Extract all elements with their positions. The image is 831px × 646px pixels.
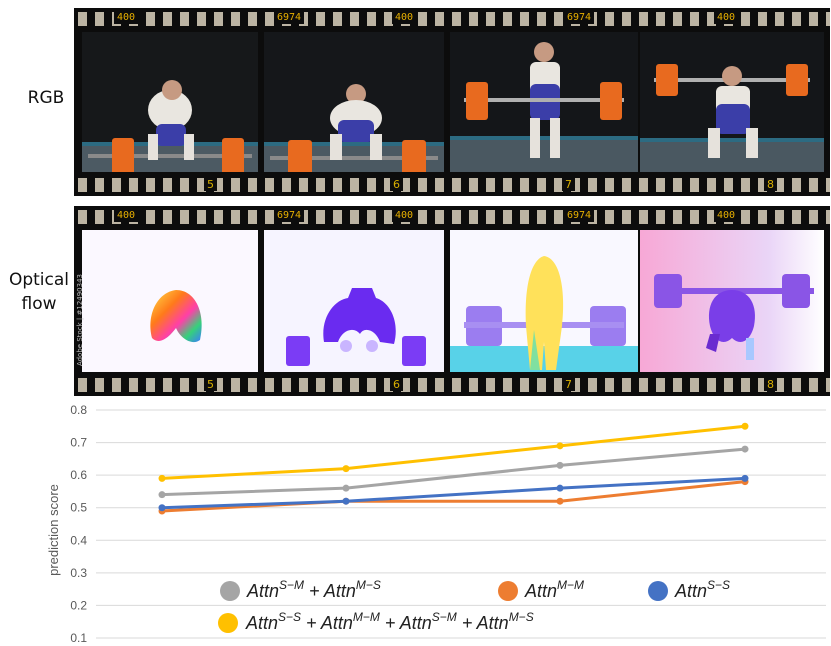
film-edge-number: 400	[714, 12, 739, 24]
series-0	[158, 445, 749, 499]
y-tick-label: 0.2	[70, 598, 87, 612]
film-edge-number: 400	[114, 12, 139, 24]
film-edge-number: 400	[392, 12, 417, 24]
y-tick-label: 0.4	[70, 533, 87, 547]
legend-marker	[648, 581, 668, 601]
data-point	[158, 504, 166, 512]
series-line	[161, 424, 746, 480]
film-perforation-bottom	[74, 378, 830, 392]
data-point	[158, 474, 166, 482]
weightlifter-image	[450, 32, 638, 172]
legend-label: AttnS−S + AttnM−M + AttnS−M + AttnM−S	[245, 610, 534, 633]
film-frame-number: 6	[390, 378, 403, 391]
legend-label: AttnS−M + AttnM−S	[246, 578, 381, 601]
legend-marker	[218, 613, 238, 633]
row-label-optical-line: Optical	[8, 270, 70, 290]
y-tick-label: 0.7	[70, 436, 87, 450]
data-point	[556, 497, 564, 505]
series-line	[161, 476, 746, 510]
film-frame-number: 7	[562, 378, 575, 391]
film-edge-number: 6974	[274, 12, 305, 24]
row-label-flow-line: flow	[21, 294, 57, 314]
flow-frame-1	[82, 230, 258, 372]
data-point	[158, 491, 166, 499]
rgb-film-strip: 400 6974 400 6974 400	[74, 8, 830, 196]
optical-flow-image	[450, 230, 638, 372]
chart-legend: AttnS−M + AttnM−S AttnM−M AttnS−S AttnS−…	[218, 578, 730, 633]
optical-flow-image	[640, 230, 824, 372]
legend-marker	[220, 581, 240, 601]
legend-label: AttnM−M	[524, 578, 584, 601]
y-tick-label: 0.1	[70, 631, 87, 645]
data-point	[741, 445, 749, 453]
data-point	[741, 474, 749, 482]
data-point	[556, 484, 564, 492]
data-point	[342, 465, 350, 473]
film-edge-number: 400	[714, 210, 739, 222]
data-point	[556, 442, 564, 450]
film-edge-number: 400	[114, 210, 139, 222]
prediction-score-line-chart: 0.1 0.2 0.3 0.4 0.5 0.6 0.7 0.8 prediction scor…	[46, 403, 826, 645]
film-frame-number: 8	[764, 378, 777, 391]
series-line	[161, 480, 746, 513]
data-point	[556, 461, 564, 469]
legend-label: AttnS−S	[674, 578, 730, 601]
y-tick-label: 0.5	[70, 501, 87, 515]
optical-flow-film-strip: 400 6974 400 6974 400	[74, 206, 830, 396]
rgb-frame-3	[450, 32, 638, 172]
legend-marker	[498, 581, 518, 601]
film-frame-number: 7	[562, 178, 575, 191]
y-axis-tick-labels: 0.1 0.2 0.3 0.4 0.5 0.6 0.7 0.8	[70, 403, 87, 645]
legend-entry-attn-all: AttnS−S + AttnM−M + AttnS−M + AttnM−S	[218, 610, 534, 633]
flow-frame-4	[640, 230, 824, 372]
chart-series	[158, 422, 749, 515]
weightlifter-image	[264, 32, 444, 172]
film-frame-number: 6	[390, 178, 403, 191]
series-3	[158, 422, 749, 482]
legend-entry-attn-ss: AttnS−S	[648, 578, 730, 601]
y-axis-label: prediction score	[46, 484, 61, 576]
film-perforation-bottom	[74, 178, 830, 192]
rgb-frame-4	[640, 32, 824, 172]
film-edge-number: 6974	[274, 210, 305, 222]
y-tick-label: 0.6	[70, 468, 87, 482]
film-frame-number: 5	[204, 178, 217, 191]
weightlifter-image	[640, 32, 824, 172]
data-point	[342, 484, 350, 492]
data-point	[741, 422, 749, 430]
weightlifter-image	[82, 32, 258, 172]
series-2	[158, 474, 749, 512]
film-edge-number: 6974	[564, 12, 595, 24]
rgb-frame-1	[82, 32, 258, 172]
film-frame-number: 5	[204, 378, 217, 391]
data-point	[342, 497, 350, 505]
film-perforation-top	[74, 210, 830, 224]
film-frame-number: 8	[764, 178, 777, 191]
row-label-rgb: RGB	[27, 88, 65, 108]
row-label-optical-flow: Optical flow	[4, 268, 74, 316]
rgb-frame-2	[264, 32, 444, 172]
legend-entry-attn-sm-ms: AttnS−M + AttnM−S	[220, 578, 381, 601]
flow-frame-2	[264, 230, 444, 372]
film-edge-number: 6974	[564, 210, 595, 222]
chart-gridlines	[96, 409, 826, 639]
film-perforation-top	[74, 12, 830, 26]
optical-flow-image	[82, 230, 258, 372]
flow-frame-3	[450, 230, 638, 372]
y-tick-label: 0.8	[70, 403, 87, 417]
y-tick-label: 0.3	[70, 566, 87, 580]
stock-watermark: Adobe Stock | #12490343	[76, 273, 84, 366]
legend-entry-attn-mm: AttnM−M	[498, 578, 584, 601]
series-line	[161, 447, 746, 497]
optical-flow-image	[264, 230, 444, 372]
film-edge-number: 400	[392, 210, 417, 222]
